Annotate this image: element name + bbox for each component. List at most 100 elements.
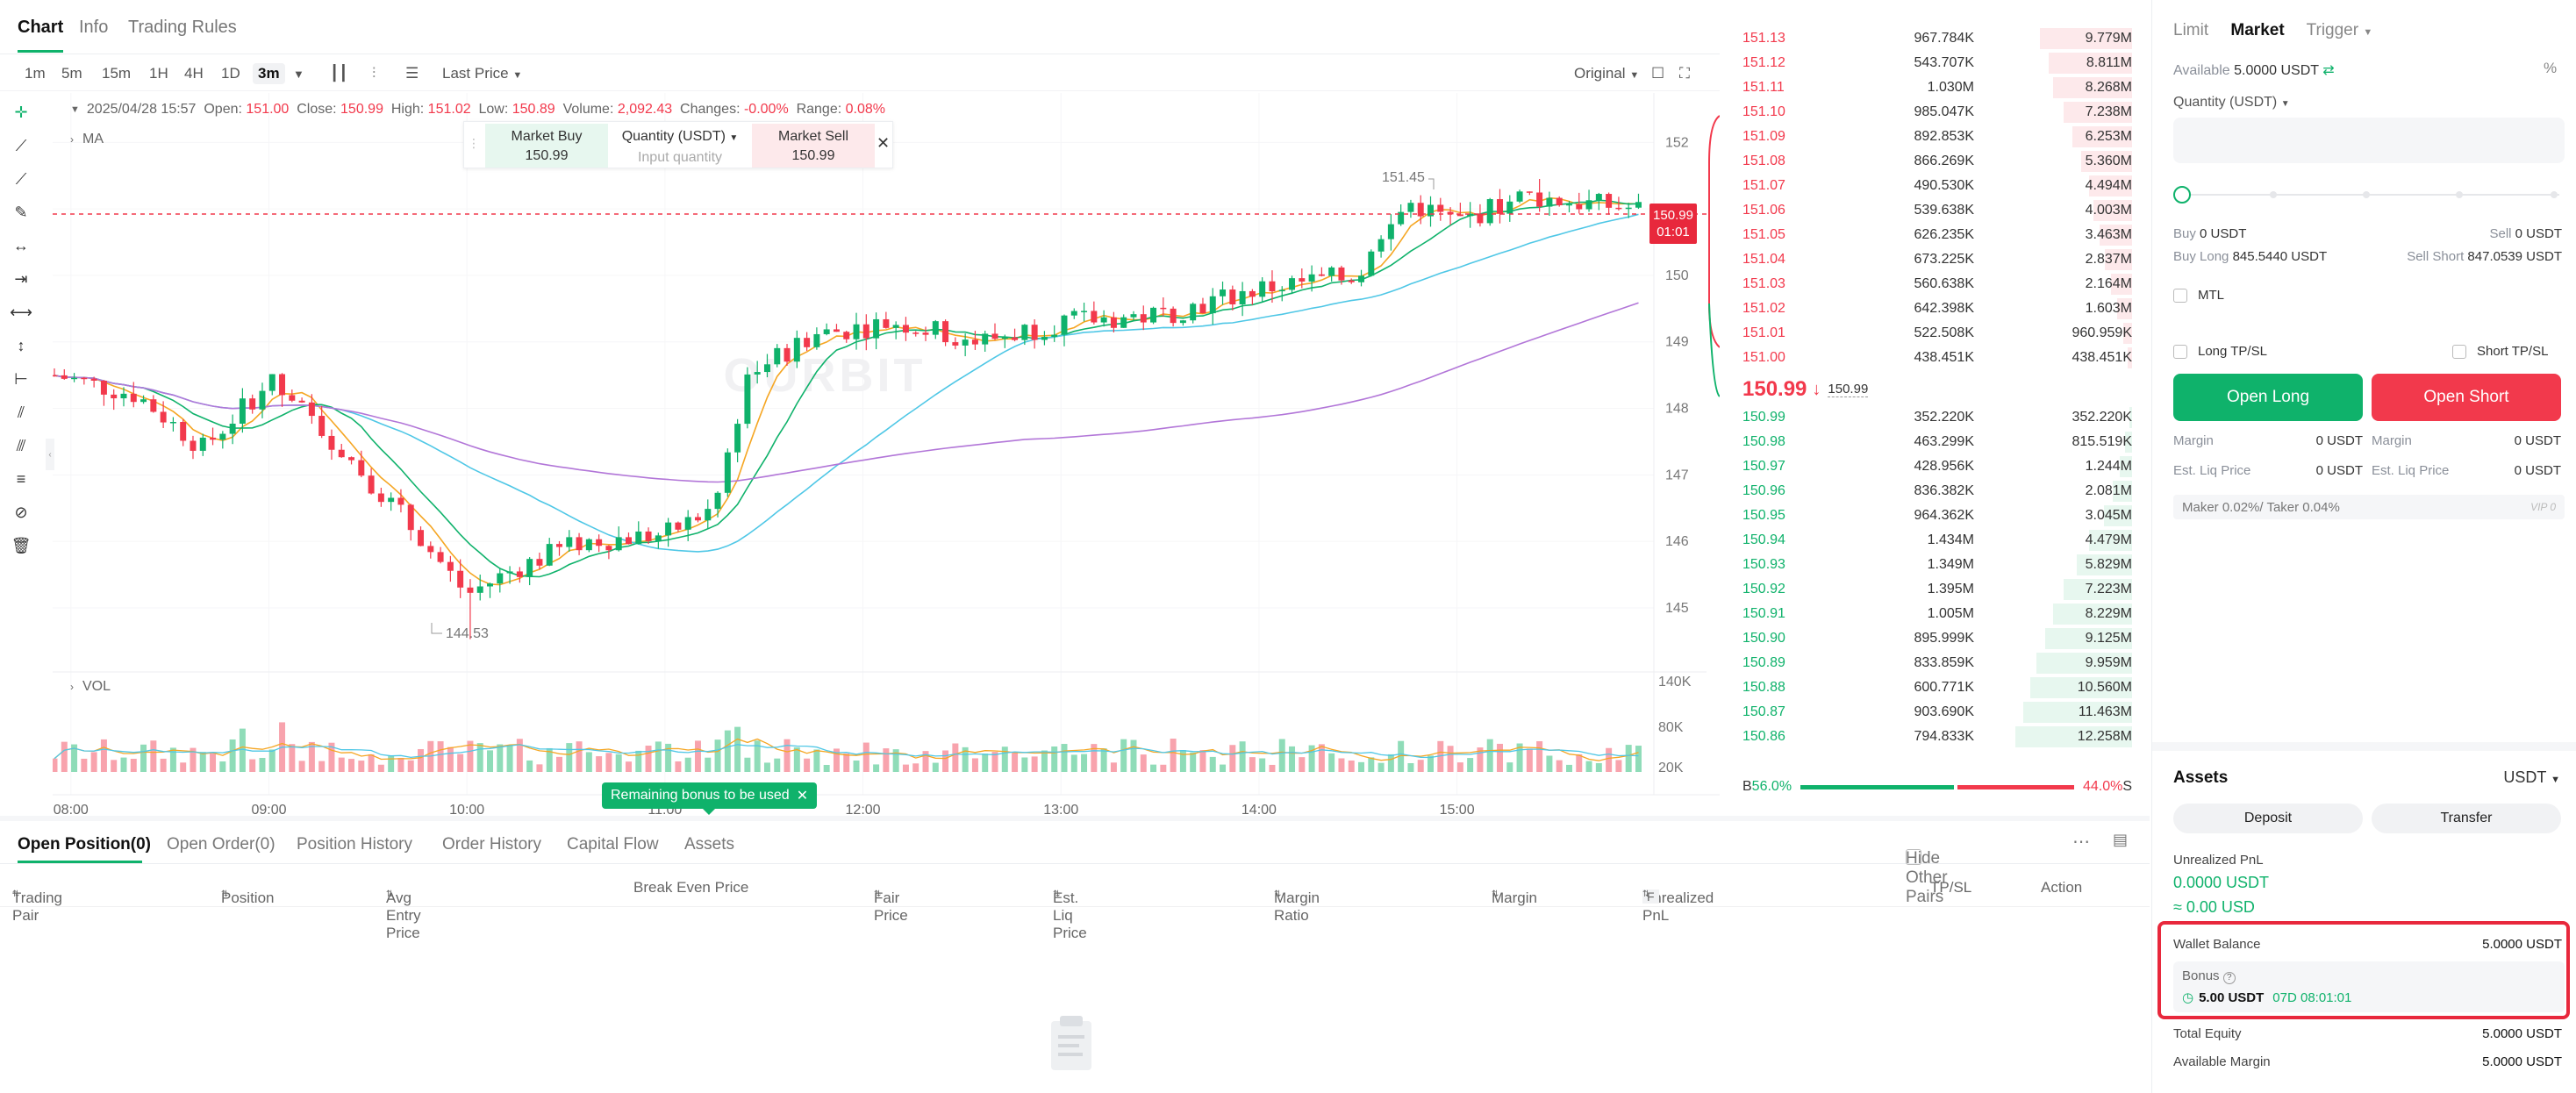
list-icon[interactable]: ☰ [405,65,419,82]
indicator-icon[interactable]: ⫶ [372,65,376,82]
bid-row[interactable]: 150.93 1.349M 5.829M [1720,553,2141,577]
long-tpsl-row[interactable]: Long TP/SL [2173,344,2267,359]
more-icon[interactable]: ⋯ [2072,832,2090,852]
fib-icon[interactable]: ⫻ [16,436,26,454]
qty-slider[interactable] [2173,186,2565,204]
interval-15m[interactable]: 15m [102,65,132,82]
bid-row[interactable]: 150.96 836.382K 2.081M [1720,479,2141,504]
delete-icon[interactable]: 🗑 [11,536,32,554]
doc-icon[interactable]: ▤ [2113,831,2129,848]
collapse-toolbar-handle[interactable]: ‹ [46,439,54,470]
crosshair-icon[interactable]: ✛ [14,103,28,121]
ask-row[interactable]: 151.12 543.707K 8.811M [1720,51,2141,75]
interval-1h[interactable]: 1H [149,65,168,82]
ask-row[interactable]: 151.10 985.047K 7.238M [1720,100,2141,125]
tab-chart[interactable]: Chart [18,18,64,37]
vol-legend[interactable]: › VOL [70,679,111,695]
ray-icon[interactable]: ⟋ [15,169,27,188]
bid-row[interactable]: 150.89 833.859K 9.959M [1720,651,2141,675]
tab-capital-flow[interactable]: Capital Flow [567,835,659,854]
open-long-button[interactable]: Open Long [2173,374,2363,421]
ask-row[interactable]: 151.09 892.853K 6.253M [1720,125,2141,149]
tab-assets[interactable]: Assets [684,835,735,854]
bid-row[interactable]: 150.92 1.395M 7.223M [1720,577,2141,602]
brush-icon[interactable]: ✎ [14,203,28,221]
tab-order-history[interactable]: Order History [442,835,541,854]
hide-pairs-checkbox[interactable] [1906,849,1921,865]
quantity-input[interactable] [2173,118,2565,163]
horizontal-ray-icon[interactable]: ⇥ [14,269,28,288]
long-tpsl-checkbox[interactable] [2173,344,2187,359]
pnl-flag-badge[interactable]: F [1642,889,1659,904]
drag-handle-icon[interactable]: ⋮ [468,136,480,150]
bid-row[interactable]: 150.86 794.833K 12.258M [1720,725,2141,749]
ask-row[interactable]: 151.04 673.225K 2.837M [1720,247,2141,272]
tab-trading-rules[interactable]: Trading Rules [128,18,237,37]
screenshot-icon[interactable]: ☐ [1651,65,1665,82]
close-banner-icon[interactable]: ✕ [796,789,809,804]
tab-open-order[interactable]: Open Order(0) [167,835,275,854]
tab-position-history[interactable]: Position History [297,835,412,854]
interval-1m[interactable]: 1m [25,65,46,82]
hide-icon[interactable]: ⊘ [14,503,28,521]
ask-row[interactable]: 151.06 539.638K 4.003M [1720,198,2141,223]
transfer-icon[interactable]: ⇄ [2322,63,2335,78]
market-buy-button[interactable]: Market Buy 150.99 [485,124,608,168]
price-type-select[interactable]: Last Price ▼ [442,65,522,82]
channel-icon[interactable]: ⫽ [17,403,25,421]
interval-3m[interactable]: 3m [253,63,285,84]
bid-row[interactable]: 150.94 1.434M 4.479M [1720,528,2141,553]
bid-row[interactable]: 150.87 903.690K 11.463M [1720,700,2141,725]
bid-row[interactable]: 150.97 428.956K 1.244M [1720,454,2141,479]
ask-row[interactable]: 151.11 1.030M 8.268M [1720,75,2141,100]
bid-row[interactable]: 150.95 964.362K 3.045M [1720,504,2141,528]
bid-row[interactable]: 150.98 463.299K 815.519K [1720,430,2141,454]
segment-icon[interactable]: ⟷ [10,303,32,321]
ask-row[interactable]: 151.02 642.398K 1.603M [1720,296,2141,321]
qty-unit-select[interactable]: Quantity (USDT) ▼ [2173,95,2290,111]
tab-trigger[interactable]: Trigger ▼ [2307,21,2373,39]
fullscreen-icon[interactable]: ⛶ [1679,65,1690,82]
calculator-icon[interactable]: % [2544,60,2558,76]
ask-row[interactable]: 151.05 626.235K 3.463M [1720,223,2141,247]
bid-row[interactable]: 150.88 600.771K 10.560M [1720,675,2141,700]
horizontal-line-icon[interactable]: ↔ [13,236,29,254]
tab-open-position[interactable]: Open Position(0) [18,835,151,854]
open-short-button[interactable]: Open Short [2372,374,2561,421]
ask-row[interactable]: 151.00 438.451K 438.451K [1720,346,2141,370]
candle-type-icon[interactable]: ┃┃ [330,65,348,82]
interval-1d[interactable]: 1D [221,65,240,82]
ask-row[interactable]: 151.08 866.269K 5.360M [1720,149,2141,174]
chart-view-select[interactable]: Original ▼ [1574,65,1639,82]
ask-row[interactable]: 151.01 522.508K 960.959K [1720,321,2141,346]
text-lines-icon[interactable]: ≡ [16,469,26,488]
interval-4h[interactable]: 4H [184,65,204,82]
collapse-legend-icon[interactable]: ▼ [70,104,80,115]
close-icon[interactable]: ✕ [877,134,891,152]
interval-5m[interactable]: 5m [61,65,82,82]
measure-icon[interactable]: ⊢ [14,369,28,388]
deposit-button[interactable]: Deposit [2173,804,2363,833]
bid-row[interactable]: 150.99 352.220K 352.220K [1720,405,2141,430]
bid-row[interactable]: 150.90 895.999K 9.125M [1720,626,2141,651]
short-tpsl-checkbox[interactable] [2452,344,2466,359]
ask-row[interactable]: 151.13 967.784K 9.779M [1720,26,2141,51]
transfer-button[interactable]: Transfer [2372,804,2561,833]
market-sell-button[interactable]: Market Sell 150.99 [752,124,875,168]
interval-dropdown-icon[interactable]: ▼ [293,68,304,81]
ask-row[interactable]: 151.07 490.530K 4.494M [1720,174,2141,198]
ask-row[interactable]: 151.03 560.638K 2.164M [1720,272,2141,296]
tab-info[interactable]: Info [79,18,109,37]
slider-thumb[interactable] [2173,186,2191,204]
trend-line-icon[interactable]: ⟋ [15,136,27,154]
quick-qty-field[interactable]: Quantity (USDT) ▼ Input quantity [610,124,750,168]
mtl-checkbox-row[interactable]: MTL [2173,288,2224,303]
bid-row[interactable]: 150.91 1.005M 8.229M [1720,602,2141,626]
asset-currency-select[interactable]: USDT ▼ [2503,768,2560,787]
tab-limit[interactable]: Limit [2173,21,2209,39]
tab-market[interactable]: Market [2230,21,2285,39]
bonus-banner[interactable]: Remaining bonus to be used ✕ [602,782,818,809]
mtl-checkbox[interactable] [2173,288,2187,303]
fee-rate-bar[interactable]: Maker 0.02%/ Taker 0.04% VIP 0 [2173,495,2565,519]
vertical-line-icon[interactable]: ↕ [17,336,25,354]
